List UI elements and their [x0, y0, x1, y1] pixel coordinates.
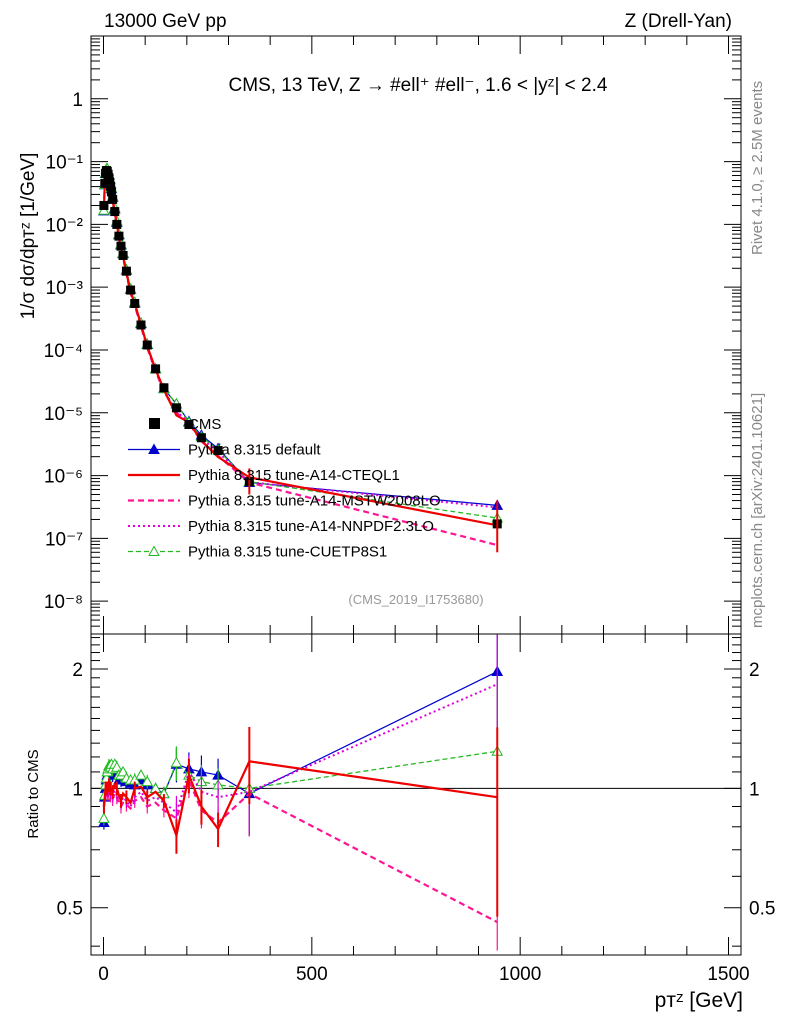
cms-data-point: [121, 266, 131, 276]
ratio-y-axis-title: Ratio to CMS: [25, 749, 42, 838]
x-axis-title: pᴛᶻ [GeV]: [655, 989, 743, 1012]
legend-label: Pythia 8.315 default: [188, 442, 321, 459]
header-right: Z (Drell-Yan): [625, 11, 732, 32]
cms-data-point: [118, 250, 128, 260]
cms-data-point: [114, 231, 124, 241]
y-tick-label: 10⁻⁸: [44, 592, 83, 613]
x-tick-label: 500: [296, 964, 328, 985]
cms-data-point: [100, 178, 110, 188]
y-tick-label: 1: [72, 90, 83, 111]
legend: CMS Pythia 8.315 default Pythia 8.315 tune…: [128, 416, 441, 561]
main-series-line: [103, 167, 498, 519]
ratio-series-marker: [117, 765, 129, 777]
ratio-layer: [91, 634, 741, 951]
analysis-id: (CMS_2019_I1753680): [348, 592, 483, 607]
ratio-tick-label: 1: [72, 779, 83, 800]
ratio-plot-frame: [90, 633, 742, 956]
cms-data-point: [110, 207, 120, 217]
rivet-credit: Rivet 4.1.0, ≥ 2.5M events: [749, 81, 766, 255]
y-tick-label: 10⁻³: [46, 278, 84, 299]
legend-marker: [148, 443, 160, 454]
ratio-series-line: [102, 760, 498, 840]
x-tick-label: 1000: [499, 964, 541, 985]
mcplots-credit: mcplots.cern.ch [arXiv:2401.10621]: [749, 393, 766, 628]
y-tick-label: 10⁻²: [46, 215, 84, 236]
data-layer: [98, 162, 504, 553]
main-y-axis-title: 1/σ dσ/dpᴛᶻ [1/GeV]: [18, 153, 39, 320]
cms-data-point: [130, 298, 140, 308]
ratio-tick-label: 2: [72, 660, 83, 681]
header-left: 13000 GeV pp: [104, 11, 227, 32]
y-tick-label: 10⁻⁴: [44, 341, 83, 362]
legend-label: Pythia 8.315 tune-A14-NNPDF2.3LO: [188, 518, 434, 535]
legend-marker-cms: [149, 418, 160, 429]
cms-data-point: [184, 420, 194, 430]
y-tick-label: 10⁻⁷: [45, 529, 83, 550]
ratio-series-marker: [135, 769, 147, 780]
cms-data-point: [112, 219, 122, 229]
cms-data-point: [116, 241, 126, 251]
ratio-tick-label: 0.5: [57, 899, 83, 920]
cms-data-point: [196, 433, 206, 443]
cms-data-point: [136, 320, 146, 330]
legend-label: Pythia 8.315 tune-A14-MSTW2008LO: [188, 493, 441, 510]
cms-data-point: [108, 194, 118, 204]
cms-data-point: [171, 403, 181, 413]
cms-data-point: [99, 200, 109, 210]
cms-data-point: [106, 187, 116, 197]
ratio-series-marker: [141, 775, 154, 787]
y-tick-label: 10⁻⁶: [44, 467, 83, 488]
ratio-tick-label-right: 0.5: [749, 899, 775, 920]
ratio-series-marker: [170, 756, 183, 768]
axes-layer: 10⁻⁸ 10⁻⁷ 10⁻⁶ 10⁻⁵ 10⁻⁴ 10⁻³ 10⁻² 10⁻¹ 1 0 500 100…: [44, 36, 775, 985]
y-tick-label: 10⁻¹: [46, 153, 84, 174]
legend-label: CMS: [188, 416, 221, 433]
cms-data-point: [159, 383, 169, 393]
ratio-tick-label-right: 2: [749, 660, 760, 681]
cms-data-point: [142, 340, 152, 350]
cms-data-point: [126, 285, 136, 295]
ratio-series-marker: [110, 761, 123, 772]
legend-marker: [148, 545, 160, 556]
y-tick-label: 10⁻⁵: [44, 404, 83, 425]
cms-data-point: [213, 446, 223, 456]
plot-title: CMS, 13 TeV, Z → #ell⁺ #ell⁻, 1.6 < |yᶻ|…: [229, 75, 608, 96]
ratio-series-marker: [98, 812, 110, 823]
x-tick-label: 0: [98, 964, 109, 985]
legend-label: Pythia 8.315 tune-CUETP8S1: [188, 544, 387, 561]
x-tick-label: 1500: [707, 964, 749, 985]
legend-label: Pythia 8.315 tune-A14-CTEQL1: [188, 467, 400, 484]
cms-data-point: [106, 182, 116, 192]
cms-data-point: [151, 364, 161, 374]
ratio-tick-label-right: 1: [749, 779, 760, 800]
